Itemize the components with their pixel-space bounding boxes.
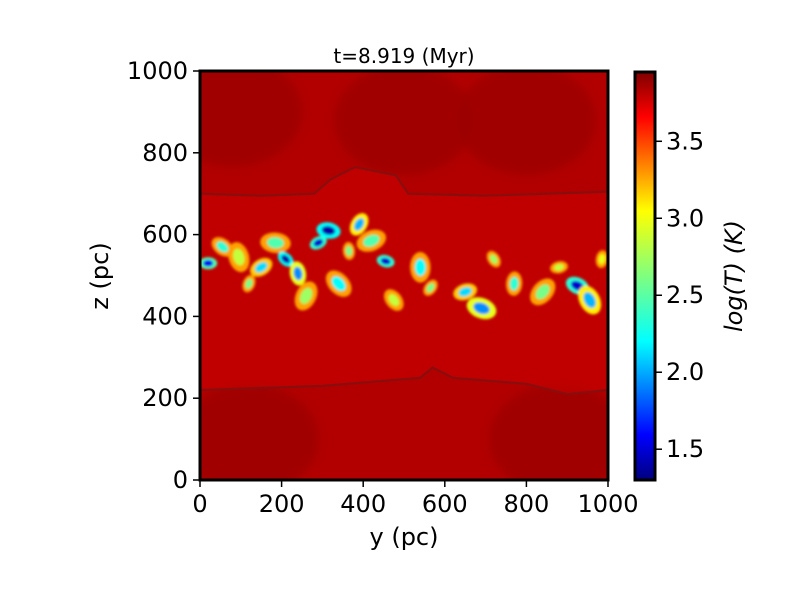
cloud-core — [354, 218, 365, 231]
x-tick-label: 400 — [340, 490, 386, 518]
x-tick-label: 0 — [192, 490, 207, 518]
y-tick-label: 1000 — [127, 57, 188, 85]
y-axis-label: z (pc) — [86, 242, 114, 309]
cloud-core — [216, 241, 229, 253]
colorbar-tick-label: 3.0 — [666, 204, 704, 232]
cloud-core — [299, 287, 313, 304]
dense-layer — [200, 167, 608, 395]
ambient-patch — [200, 71, 303, 167]
cloud-core — [345, 245, 353, 256]
cloud-core — [321, 226, 336, 235]
cloud-core — [554, 264, 564, 271]
cloud-core — [473, 302, 490, 315]
cloud-core — [535, 284, 550, 300]
chart-title: t=8.919 (Myr) — [333, 44, 474, 68]
cloud-core — [313, 239, 324, 247]
cloud-core — [245, 278, 253, 289]
heatmap-field — [200, 71, 608, 480]
x-tick-label: 1000 — [577, 490, 638, 518]
y-tick-label: 400 — [142, 302, 188, 330]
cloud-core — [583, 292, 596, 308]
cloud-core — [388, 294, 400, 306]
cloud-core — [233, 248, 245, 266]
cold-clouds — [200, 213, 608, 320]
cloud-core — [293, 266, 303, 281]
ambient-patch — [334, 71, 474, 176]
ambient-patch — [456, 71, 597, 176]
x-axis: 0 200 400 600 800 1000 — [192, 480, 639, 518]
cloud-core — [380, 257, 391, 265]
y-tick-label: 600 — [142, 221, 188, 249]
ambient-regions — [200, 71, 608, 480]
x-tick-label: 200 — [259, 490, 305, 518]
cloud-core — [203, 260, 214, 267]
cloud-core — [255, 262, 268, 273]
cloud-core — [414, 258, 426, 276]
y-axis: 0 200 400 600 800 1000 — [127, 57, 200, 494]
colorbar-tick-label: 3.5 — [666, 127, 704, 155]
cloud-core — [509, 276, 519, 291]
cloud-core — [598, 254, 606, 265]
cloud-core — [331, 276, 346, 291]
x-axis-label: y (pc) — [370, 523, 439, 551]
colorbar-ticks: 1.5 2.0 2.5 3.0 3.5 — [655, 127, 704, 463]
plot-frame — [198, 69, 610, 482]
cloud-core — [281, 255, 290, 264]
colorbar-tick-label: 2.0 — [666, 358, 704, 386]
y-tick-label: 200 — [142, 384, 188, 412]
cloud-core — [458, 287, 472, 297]
lower-shell-front — [200, 366, 608, 396]
upper-shell-front — [200, 165, 608, 197]
ambient-patch — [200, 384, 319, 480]
cloud-core — [266, 237, 284, 249]
ambient-patch — [489, 384, 608, 480]
colorbar — [633, 70, 657, 482]
x-tick-label: 600 — [422, 490, 468, 518]
cloud-core — [363, 234, 380, 247]
cloud-core — [489, 254, 498, 264]
y-tick-label: 0 — [173, 466, 188, 494]
colorbar-label: log(T) (K) — [720, 220, 748, 332]
y-tick-label: 800 — [142, 139, 188, 167]
colorbar-tick-label: 2.5 — [666, 281, 704, 309]
cloud-core — [426, 283, 435, 293]
x-tick-label: 800 — [503, 490, 549, 518]
colorbar-tick-label: 1.5 — [666, 435, 704, 463]
